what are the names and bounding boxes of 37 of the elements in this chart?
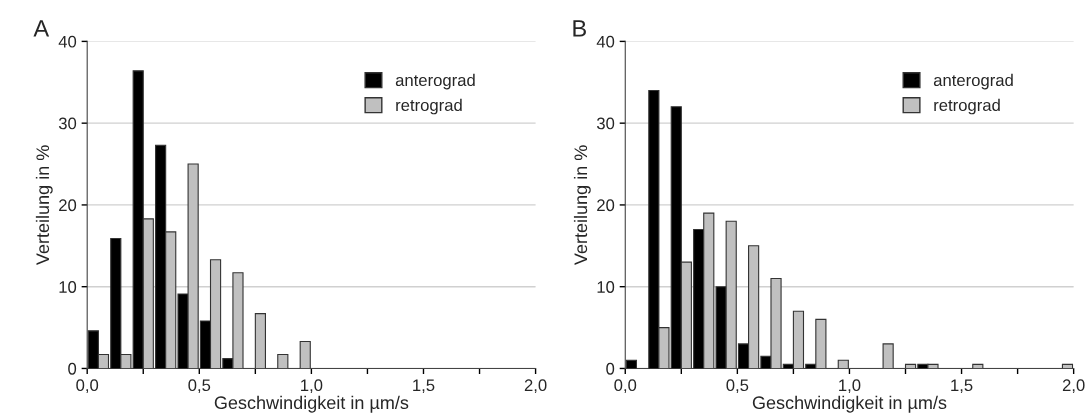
bar (277, 354, 289, 369)
bar (882, 343, 894, 369)
x-tick-label: 0,5 (726, 379, 749, 394)
bar (299, 340, 311, 369)
legend-label: anterograd (933, 73, 1013, 90)
x-tick-label: 1,5 (951, 379, 973, 394)
y-axis-title: Verteilung in % (573, 145, 591, 266)
x-tick-label: 1,5 (413, 379, 435, 394)
x-tick-label: 0,0 (76, 379, 99, 394)
y-tick-label: 0 (68, 362, 77, 375)
y-tick-label: 30 (58, 117, 77, 130)
x-axis-title: Geschwindigkeit in µm/s (752, 395, 947, 413)
y-tick-label: 20 (59, 199, 77, 212)
bar (625, 359, 638, 369)
y-tick-label: 40 (58, 35, 77, 48)
y-tick-label: 10 (59, 281, 77, 293)
bar (972, 363, 984, 369)
bar (254, 313, 266, 369)
y-tick-label: 10 (597, 281, 615, 293)
y-axis-title: Verteilung in % (35, 145, 53, 266)
x-tick-label: 2,0 (1062, 379, 1085, 394)
x-tick-label: 1,0 (839, 379, 861, 394)
x-tick-label: 0,0 (614, 379, 637, 394)
bar (837, 359, 849, 369)
y-tick-label: 20 (597, 199, 615, 212)
y-tick-label: 0 (606, 362, 615, 375)
legend-label: anterograd (395, 73, 475, 90)
x-tick-label: 2,0 (524, 379, 547, 394)
x-tick-label: 0,5 (188, 379, 211, 394)
legend-label: retrograd (396, 98, 462, 115)
chart-title: B (573, 20, 586, 37)
x-axis-title: Geschwindigkeit in µm/s (214, 395, 409, 413)
y-tick-label: 40 (596, 35, 615, 48)
legend-label: retrograd (934, 98, 1000, 115)
x-tick-label: 1,0 (301, 379, 323, 394)
chart-title: A (33, 20, 50, 37)
y-tick-label: 30 (596, 117, 615, 130)
